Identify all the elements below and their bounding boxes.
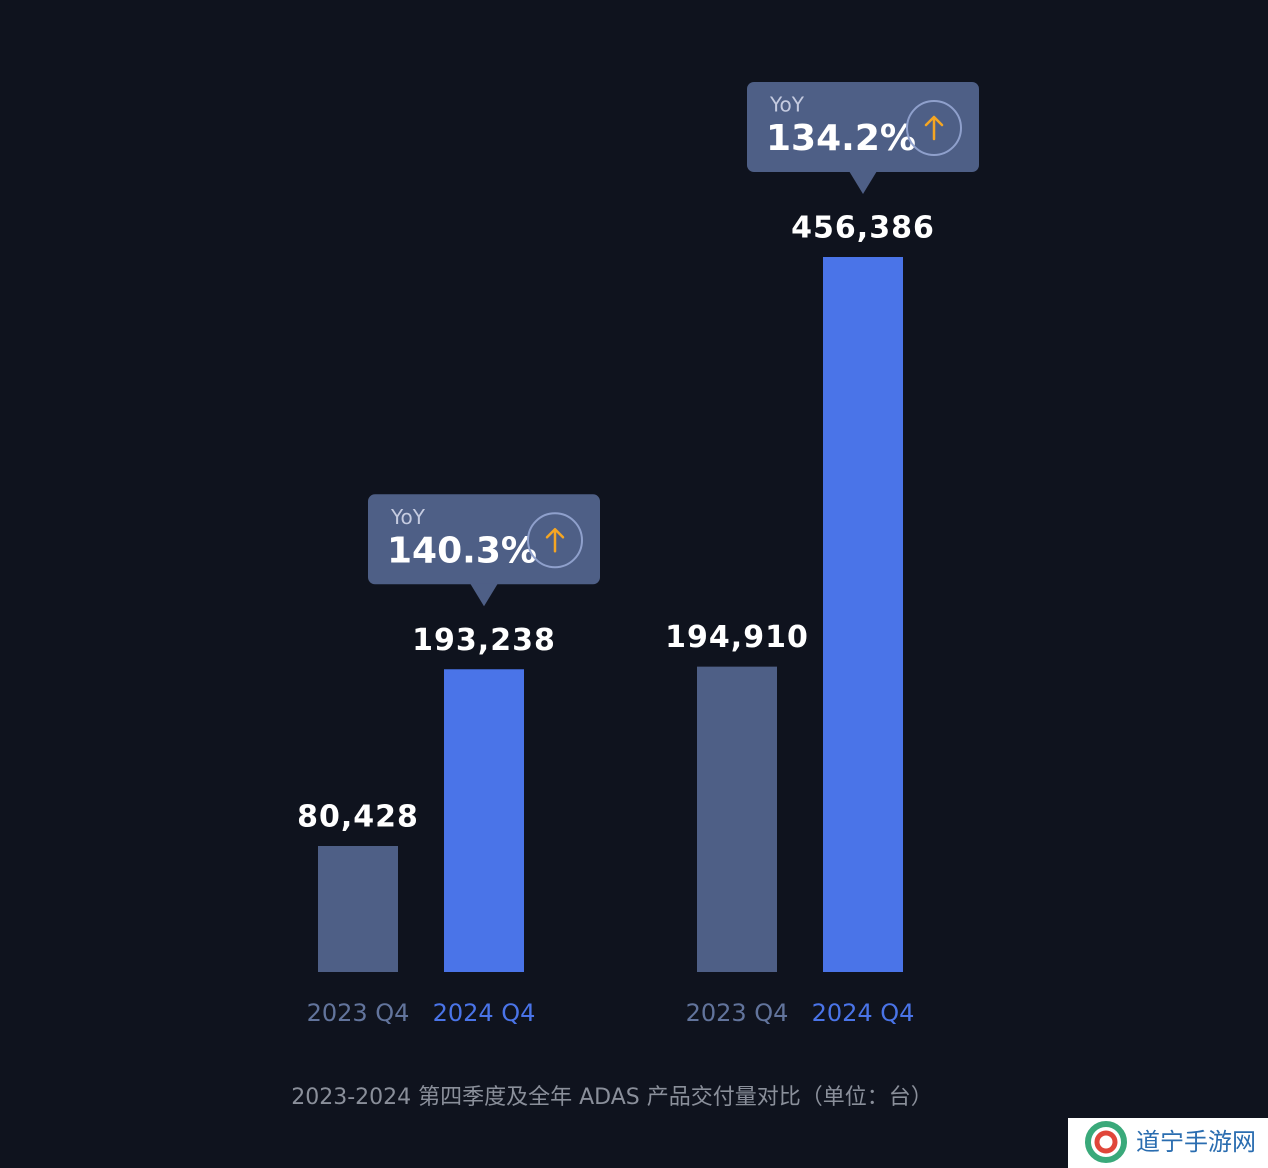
x-tick-label: 2023 Q4 bbox=[686, 999, 789, 1027]
caption: 2023-2024 第四季度及全年 ADAS 产品交付量对比（单位：台） bbox=[291, 1085, 933, 1110]
x-tick-label: 2024 Q4 bbox=[433, 999, 536, 1027]
up-arrow bbox=[545, 528, 565, 553]
value-label: 193,238 bbox=[412, 623, 556, 658]
callout-value: 134.2% bbox=[766, 118, 916, 159]
value-label: 456,386 bbox=[791, 211, 935, 246]
bar bbox=[697, 666, 777, 972]
x-tick-label: 2024 Q4 bbox=[812, 999, 915, 1027]
up-icon bbox=[906, 100, 962, 156]
callout-pointer bbox=[849, 171, 877, 194]
value-label: 194,910 bbox=[665, 620, 809, 655]
x-tick-label: 2023 Q4 bbox=[307, 999, 410, 1027]
watermark-logo bbox=[1085, 1121, 1127, 1163]
callout-label: YoY bbox=[390, 505, 426, 529]
up-icon bbox=[527, 512, 583, 569]
watermark: 道宁手游网 bbox=[1136, 1128, 1256, 1156]
bar bbox=[318, 845, 398, 972]
bar bbox=[823, 257, 903, 972]
callout-pointer bbox=[470, 583, 498, 607]
watermark-logo bbox=[1094, 1130, 1118, 1154]
value-label: 80,428 bbox=[297, 799, 419, 834]
callout-value: 140.3% bbox=[387, 530, 537, 571]
up-arrow bbox=[924, 115, 944, 141]
callout-label: YoY bbox=[769, 93, 805, 117]
bar bbox=[444, 669, 524, 972]
